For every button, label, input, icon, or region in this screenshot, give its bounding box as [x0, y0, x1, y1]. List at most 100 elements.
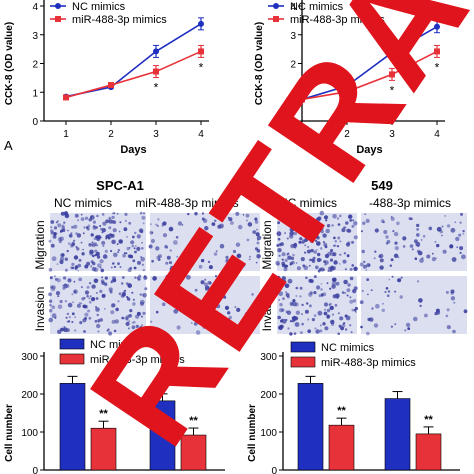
- stained-cell: [76, 247, 80, 251]
- stained-cell: [88, 218, 92, 222]
- stained-cell: [168, 275, 171, 277]
- stained-cell: [284, 258, 288, 262]
- stained-cell: [65, 316, 68, 319]
- stained-cell: [104, 249, 108, 253]
- stained-cell: [130, 240, 135, 245]
- stained-cell: [279, 303, 283, 307]
- stained-cell: [408, 217, 412, 221]
- stained-cell: [316, 249, 318, 251]
- stained-cell: [323, 215, 329, 220]
- y-tick-label: 1: [32, 88, 38, 99]
- stained-cell: [128, 314, 132, 318]
- stained-cell: [63, 328, 66, 331]
- bar-chart-right: 0 100 200 300 Cell number ** ** NC mimics miR-48…: [247, 341, 460, 474]
- stained-cell: [287, 278, 293, 284]
- stained-cell: [117, 248, 121, 252]
- stained-cell: [307, 246, 310, 248]
- stained-cell: [162, 233, 168, 238]
- stained-cell: [67, 302, 73, 308]
- y-tick-label: 3: [290, 31, 296, 42]
- stained-cell: [131, 291, 134, 294]
- stained-cell: [330, 319, 335, 325]
- stained-cell: [236, 307, 241, 312]
- stained-cell: [439, 230, 443, 234]
- stained-cell: [127, 327, 130, 330]
- stained-cell: [71, 293, 74, 296]
- stained-cell: [108, 217, 111, 220]
- stained-cell: [64, 257, 69, 261]
- stained-cell: [459, 251, 462, 254]
- stained-cell: [284, 283, 290, 289]
- stained-cell: [350, 331, 353, 334]
- stained-cell: [67, 278, 72, 283]
- stained-cell: [99, 318, 103, 322]
- stained-cell: [297, 218, 302, 223]
- stained-cell: [339, 240, 342, 243]
- stained-cell: [450, 289, 455, 294]
- stained-cell: [63, 211, 69, 216]
- stained-cell: [108, 220, 111, 223]
- data-point: [389, 71, 395, 78]
- stained-cell: [84, 312, 89, 317]
- stained-cell: [320, 293, 324, 296]
- micrograph-tile: [276, 275, 358, 336]
- stained-cell: [112, 228, 117, 233]
- stained-cell: [304, 309, 309, 314]
- y-tick-label: 2: [290, 60, 296, 71]
- stained-cell: [73, 255, 79, 260]
- stained-cell: [304, 251, 307, 254]
- stained-cell: [220, 330, 223, 334]
- stained-cell: [317, 252, 321, 257]
- stained-cell: [221, 211, 225, 215]
- stained-cell: [256, 235, 262, 241]
- stained-cell: [308, 222, 311, 225]
- stained-cell: [322, 322, 326, 326]
- stained-cell: [353, 235, 358, 240]
- stained-cell: [90, 215, 93, 218]
- stained-cell: [452, 329, 456, 334]
- stained-cell: [299, 286, 303, 290]
- stained-cell: [80, 213, 83, 216]
- stained-cell: [68, 316, 71, 319]
- stained-cell: [149, 223, 152, 226]
- stained-cell: [280, 242, 284, 247]
- significance-label: **: [99, 408, 108, 420]
- stained-cell: [343, 279, 348, 285]
- stained-cell: [141, 241, 144, 244]
- stained-cell: [351, 264, 355, 267]
- stained-cell: [346, 254, 350, 258]
- stained-cell: [434, 240, 437, 243]
- stained-cell: [325, 219, 328, 222]
- stained-cell: [53, 232, 57, 235]
- stained-cell: [341, 228, 346, 233]
- stained-cell: [276, 276, 281, 281]
- legend-marker: [273, 3, 279, 9]
- stained-cell: [352, 299, 357, 303]
- stained-cell: [338, 263, 341, 265]
- stained-cell: [60, 211, 65, 216]
- stained-cell: [71, 262, 75, 266]
- stained-cell: [364, 213, 367, 216]
- stained-cell: [52, 235, 57, 239]
- stained-cell: [299, 237, 303, 241]
- stained-cell: [68, 233, 73, 238]
- stained-cell: [101, 228, 106, 233]
- stained-cell: [228, 315, 233, 320]
- stained-cell: [227, 317, 231, 321]
- stained-cell: [211, 222, 216, 227]
- stained-cell: [445, 290, 449, 294]
- stained-cell: [138, 228, 144, 233]
- stained-cell: [71, 225, 74, 229]
- stained-cell: [128, 221, 132, 225]
- stained-cell: [114, 319, 120, 324]
- stained-cell: [300, 331, 303, 334]
- stained-cell: [104, 308, 106, 310]
- stained-cell: [184, 303, 190, 309]
- stained-cell: [345, 315, 351, 321]
- stained-cell: [195, 330, 201, 335]
- stained-cell: [91, 297, 96, 302]
- x-tick-label: 2: [344, 129, 350, 140]
- stained-cell: [194, 288, 198, 292]
- stained-cell: [216, 304, 221, 309]
